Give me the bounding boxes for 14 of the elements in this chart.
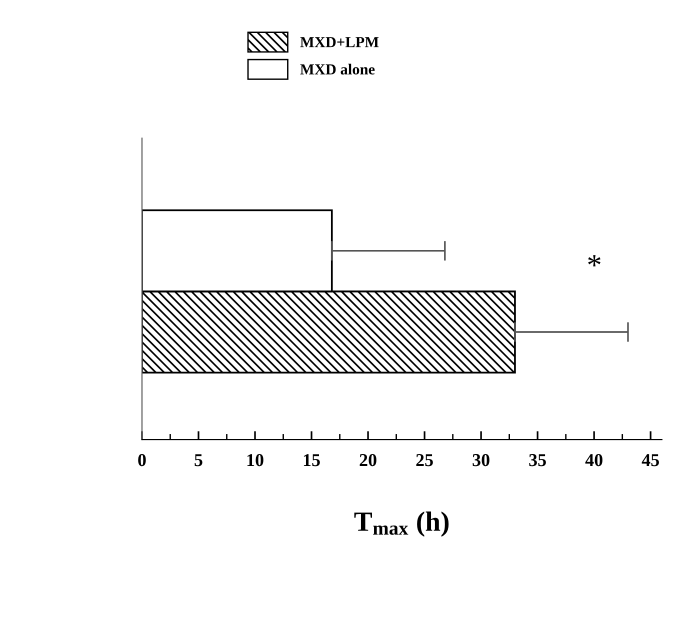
legend-label: MXD alone [300, 64, 375, 75]
x-axis-title: T$_{max}$ (h) [354, 512, 449, 537]
x-tick-label: 5 [194, 454, 202, 466]
x-tick-label: 45 [642, 454, 659, 466]
x-tick-label: 25 [416, 454, 433, 466]
annotation: * [588, 255, 600, 266]
x-tick-label: 10 [247, 454, 264, 466]
x-tick-label: 30 [472, 454, 490, 466]
x-tick-label: 0 [138, 454, 146, 466]
legend-label: MXD+LPM [300, 37, 379, 48]
x-tick-label: 40 [585, 454, 602, 466]
x-tick-label: 35 [529, 454, 546, 466]
x-tick-label: 15 [304, 454, 320, 466]
x-tick-label: 20 [360, 454, 376, 466]
